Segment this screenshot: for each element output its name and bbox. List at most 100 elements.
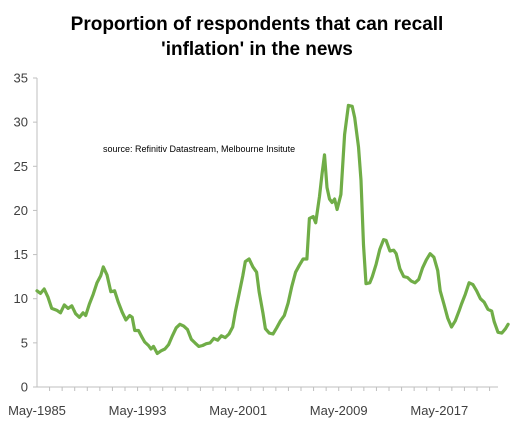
data-point bbox=[142, 337, 143, 338]
y-tick-label: 10 bbox=[14, 291, 28, 306]
data-point bbox=[242, 275, 243, 276]
data-point bbox=[148, 345, 149, 346]
data-point bbox=[491, 311, 492, 312]
data-point bbox=[447, 318, 448, 319]
data-point bbox=[75, 313, 76, 314]
y-tick-label: 25 bbox=[14, 159, 28, 174]
data-point bbox=[93, 294, 94, 295]
data-point bbox=[455, 320, 456, 321]
data-point bbox=[494, 321, 495, 322]
data-point bbox=[505, 328, 506, 329]
data-point bbox=[363, 244, 364, 245]
data-point bbox=[172, 335, 173, 336]
data-point bbox=[122, 311, 123, 312]
data-point bbox=[161, 350, 162, 351]
data-point bbox=[85, 315, 86, 316]
data-point bbox=[168, 344, 169, 345]
data-point bbox=[118, 302, 119, 303]
data-point bbox=[334, 198, 335, 199]
data-point bbox=[414, 282, 415, 283]
data-point bbox=[235, 311, 236, 312]
data-point bbox=[480, 298, 481, 299]
data-point bbox=[64, 304, 65, 305]
data-point bbox=[365, 283, 366, 284]
data-point bbox=[125, 319, 126, 320]
data-point bbox=[232, 326, 233, 327]
data-point bbox=[508, 324, 509, 325]
data-point bbox=[183, 326, 184, 327]
data-point bbox=[403, 276, 404, 277]
data-point bbox=[213, 338, 214, 339]
data-point bbox=[451, 326, 452, 327]
data-point bbox=[461, 303, 462, 304]
data-point bbox=[288, 303, 289, 304]
data-point bbox=[319, 196, 320, 197]
data-point bbox=[60, 312, 61, 313]
data-point bbox=[280, 320, 281, 321]
x-tick-label: May-2009 bbox=[310, 403, 368, 418]
data-point bbox=[309, 218, 310, 219]
data-point bbox=[129, 315, 130, 316]
data-point bbox=[369, 282, 370, 283]
data-point bbox=[191, 339, 192, 340]
data-point bbox=[210, 342, 211, 343]
data-point bbox=[472, 284, 473, 285]
data-point bbox=[83, 312, 84, 313]
data-point bbox=[36, 290, 37, 291]
data-point bbox=[103, 266, 104, 267]
data-point bbox=[194, 342, 195, 343]
data-point bbox=[332, 202, 333, 203]
data-point bbox=[291, 286, 292, 287]
data-point bbox=[458, 311, 459, 312]
data-point bbox=[47, 296, 48, 297]
data-point bbox=[249, 258, 250, 259]
data-point bbox=[340, 194, 341, 195]
data-point bbox=[422, 267, 423, 268]
data-point bbox=[262, 312, 263, 313]
data-point bbox=[484, 302, 485, 303]
x-axis: May-1985 May-1993 May-2001 May-2009 May-2017 bbox=[8, 386, 498, 418]
data-point bbox=[272, 333, 273, 334]
data-point bbox=[497, 332, 498, 333]
data-point bbox=[114, 290, 115, 291]
data-point bbox=[106, 274, 107, 275]
data-point bbox=[269, 333, 270, 334]
data-point bbox=[206, 343, 207, 344]
source-annotation: source: Refinitiv Datastream, Melbourne … bbox=[103, 144, 295, 154]
data-point bbox=[138, 330, 139, 331]
y-tick-label: 20 bbox=[14, 203, 28, 218]
data-point bbox=[430, 253, 431, 254]
data-point bbox=[157, 353, 158, 354]
data-point bbox=[306, 258, 307, 259]
data-point bbox=[348, 105, 349, 106]
data-point bbox=[426, 259, 427, 260]
data-point bbox=[134, 330, 135, 331]
y-tick-label: 30 bbox=[14, 115, 28, 130]
data-point bbox=[303, 258, 304, 259]
data-point bbox=[469, 282, 470, 283]
data-point bbox=[225, 337, 226, 338]
data-point bbox=[40, 293, 41, 294]
data-point bbox=[379, 249, 380, 250]
data-point bbox=[153, 346, 154, 347]
data-point bbox=[324, 154, 325, 155]
y-axis: 0 5 10 15 20 25 30 35 bbox=[14, 71, 38, 395]
data-point bbox=[440, 290, 441, 291]
data-point bbox=[198, 346, 199, 347]
data-point bbox=[399, 268, 400, 269]
data-point bbox=[284, 315, 285, 316]
data-point bbox=[465, 294, 466, 295]
data-point bbox=[501, 333, 502, 334]
data-point bbox=[56, 310, 57, 311]
data-point bbox=[44, 288, 45, 289]
data-point bbox=[326, 187, 327, 188]
data-point bbox=[321, 174, 322, 175]
x-tick-label: May-2001 bbox=[209, 403, 267, 418]
data-point bbox=[259, 291, 260, 292]
data-point bbox=[376, 264, 377, 265]
data-point bbox=[389, 250, 390, 251]
data-point bbox=[487, 309, 488, 310]
chart-title-line-2: 'inflation' in the news bbox=[161, 39, 353, 60]
x-tick-label: May-2017 bbox=[410, 403, 468, 418]
